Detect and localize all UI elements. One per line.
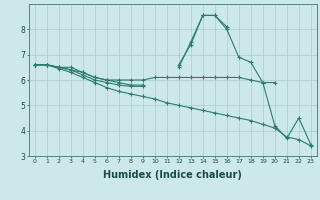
X-axis label: Humidex (Indice chaleur): Humidex (Indice chaleur) (103, 170, 242, 180)
